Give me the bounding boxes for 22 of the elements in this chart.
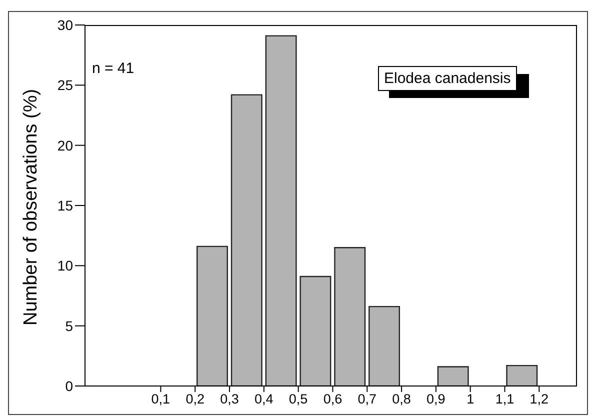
- y-tick-label: 20: [57, 137, 74, 154]
- y-tick-label: 25: [57, 77, 74, 94]
- x-tick-label: 0,3: [220, 392, 239, 407]
- y-tick-label: 15: [57, 197, 74, 214]
- y-tick-label: 0: [65, 378, 74, 394]
- x-tick-label: 0,6: [323, 392, 342, 407]
- annotation: n = 41: [92, 60, 134, 77]
- x-tick-label: 1: [466, 392, 474, 407]
- y-tick-label: 30: [57, 16, 74, 33]
- x-tick-label: 1,1: [495, 392, 514, 407]
- x-tick-label: 0,4: [254, 392, 274, 407]
- annotation: Elodea canadensis: [378, 66, 517, 91]
- x-tick-label: 1,2: [530, 392, 549, 407]
- y-axis-title: Number of observations (%): [20, 88, 42, 326]
- x-tick-label: 0,9: [426, 392, 446, 407]
- y-tick-label: 5: [65, 318, 74, 334]
- x-tick-label: 0,7: [358, 392, 377, 407]
- y-tick-label: 10: [57, 258, 74, 274]
- x-tick-label: 0,5: [288, 392, 308, 407]
- x-tick-label: 0,2: [186, 392, 204, 407]
- x-tick-label: 0,8: [392, 392, 411, 407]
- x-tick-label: 0,1: [151, 392, 170, 407]
